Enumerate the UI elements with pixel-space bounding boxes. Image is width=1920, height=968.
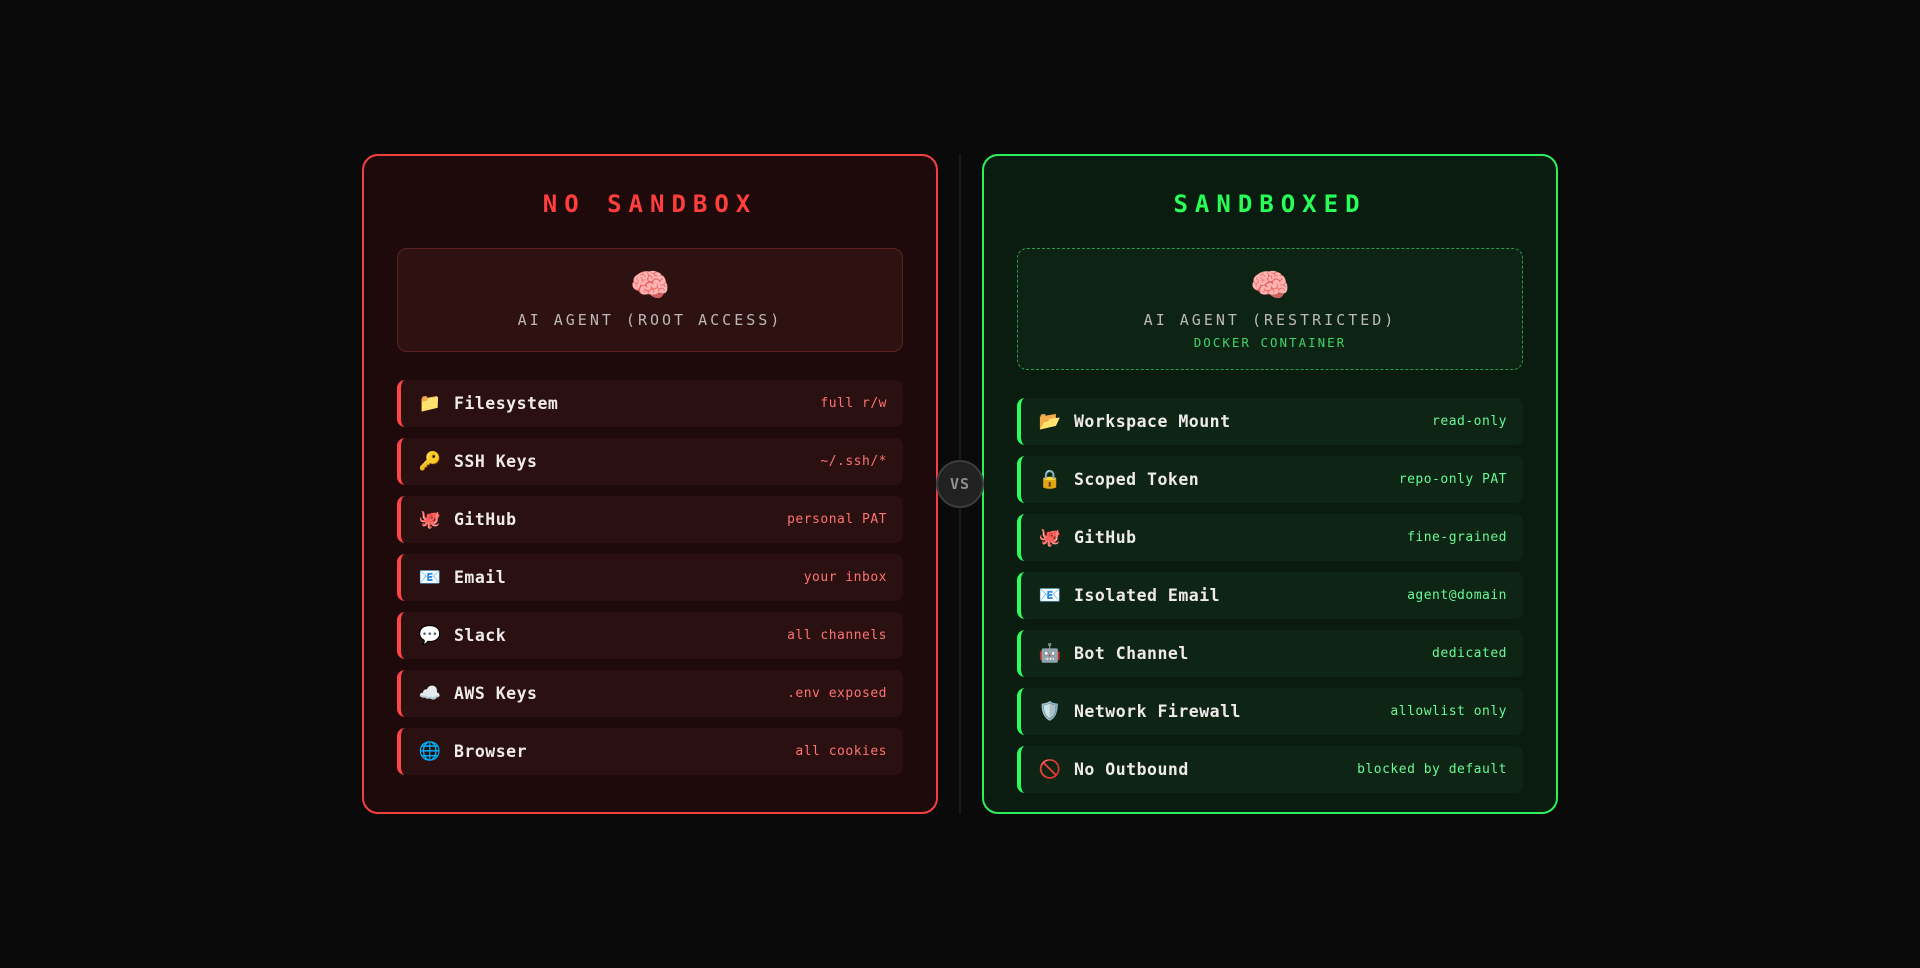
item-label: Isolated Email bbox=[1074, 586, 1221, 605]
list-item-no-outbound: 🚫 No Outbound blocked by default bbox=[1017, 746, 1523, 793]
cloud-icon: ☁️ bbox=[418, 683, 442, 704]
item-label: GitHub bbox=[454, 510, 517, 529]
item-label: GitHub bbox=[1074, 528, 1137, 547]
list-item-slack: 💬 Slack all channels bbox=[397, 612, 903, 659]
item-label: SSH Keys bbox=[454, 452, 538, 471]
octopus-github-icon: 🐙 bbox=[1038, 527, 1062, 548]
open-folder-icon: 📂 bbox=[1038, 411, 1062, 432]
email-icon: 📧 bbox=[1038, 585, 1062, 606]
item-label: Network Firewall bbox=[1074, 702, 1241, 721]
item-value: repo-only PAT bbox=[1398, 472, 1507, 487]
list-item-network-firewall: 🛡️ Network Firewall allowlist only bbox=[1017, 688, 1523, 735]
list-item-aws-keys: ☁️ AWS Keys .env exposed bbox=[397, 670, 903, 717]
panel-title-no-sandbox: NO SANDBOX bbox=[542, 190, 758, 218]
globe-icon: 🌐 bbox=[418, 741, 442, 762]
list-item-ssh-keys: 🔑 SSH Keys ~/.ssh/* bbox=[397, 438, 903, 485]
lock-icon: 🔒 bbox=[1038, 469, 1062, 490]
item-value: dedicated bbox=[1432, 646, 1507, 661]
docker-container-label: DOCKER CONTAINER bbox=[1193, 335, 1347, 350]
folder-icon: 📁 bbox=[418, 393, 442, 414]
item-value: all channels bbox=[787, 628, 887, 643]
octopus-github-icon: 🐙 bbox=[418, 509, 442, 530]
no-sandbox-item-list: 📁 Filesystem full r/w 🔑 SSH Keys ~/.ssh/… bbox=[397, 380, 903, 775]
item-value: agent@domain bbox=[1407, 588, 1507, 603]
sandboxed-item-list: 📂 Workspace Mount read-only 🔒 Scoped Tok… bbox=[1017, 398, 1523, 793]
item-value: blocked by default bbox=[1357, 762, 1507, 777]
email-icon: 📧 bbox=[418, 567, 442, 588]
item-value: ~/.ssh/* bbox=[820, 454, 887, 469]
item-value: read-only bbox=[1432, 414, 1507, 429]
list-item-filesystem: 📁 Filesystem full r/w bbox=[397, 380, 903, 427]
panel-title-sandboxed: SANDBOXED bbox=[1173, 190, 1367, 218]
item-value: personal PAT bbox=[787, 512, 887, 527]
vs-badge: VS bbox=[936, 460, 984, 508]
item-label: AWS Keys bbox=[454, 684, 538, 703]
agent-name: AI AGENT (ROOT ACCESS) bbox=[517, 311, 783, 329]
list-item-github: 🐙 GitHub personal PAT bbox=[397, 496, 903, 543]
list-item-bot-channel: 🤖 Bot Channel dedicated bbox=[1017, 630, 1523, 677]
item-value: your inbox bbox=[803, 570, 887, 585]
agent-box-root-access: 🧠 AI AGENT (ROOT ACCESS) bbox=[397, 248, 903, 352]
item-value: fine-grained bbox=[1407, 530, 1507, 545]
list-item-browser: 🌐 Browser all cookies bbox=[397, 728, 903, 775]
item-label: Email bbox=[454, 568, 507, 587]
item-label: Browser bbox=[454, 742, 528, 761]
list-item-isolated-email: 📧 Isolated Email agent@domain bbox=[1017, 572, 1523, 619]
brain-icon: 🧠 bbox=[1250, 266, 1290, 304]
list-item-workspace-mount: 📂 Workspace Mount read-only bbox=[1017, 398, 1523, 445]
brain-icon: 🧠 bbox=[630, 266, 670, 304]
item-value: .env exposed bbox=[787, 686, 887, 701]
panel-sandboxed: SANDBOXED 🧠 AI AGENT (RESTRICTED) DOCKER… bbox=[982, 154, 1558, 814]
list-item-github: 🐙 GitHub fine-grained bbox=[1017, 514, 1523, 561]
item-label: Filesystem bbox=[454, 394, 559, 413]
speech-balloon-icon: 💬 bbox=[418, 625, 442, 646]
key-icon: 🔑 bbox=[418, 451, 442, 472]
item-label: Slack bbox=[454, 626, 507, 645]
item-value: allowlist only bbox=[1390, 704, 1507, 719]
agent-name: AI AGENT (RESTRICTED) bbox=[1143, 311, 1397, 329]
list-item-email: 📧 Email your inbox bbox=[397, 554, 903, 601]
robot-icon: 🤖 bbox=[1038, 643, 1062, 664]
list-item-scoped-token: 🔒 Scoped Token repo-only PAT bbox=[1017, 456, 1523, 503]
sandbox-comparison: VS NO SANDBOX 🧠 AI AGENT (ROOT ACCESS) 📁… bbox=[362, 154, 1558, 814]
item-label: Bot Channel bbox=[1074, 644, 1189, 663]
agent-box-restricted: 🧠 AI AGENT (RESTRICTED) DOCKER CONTAINER bbox=[1017, 248, 1523, 370]
shield-icon: 🛡️ bbox=[1038, 701, 1062, 722]
item-value: all cookies bbox=[795, 744, 887, 759]
item-label: No Outbound bbox=[1074, 760, 1189, 779]
item-label: Scoped Token bbox=[1074, 470, 1200, 489]
prohibited-icon: 🚫 bbox=[1038, 759, 1062, 780]
item-value: full r/w bbox=[820, 396, 887, 411]
panel-no-sandbox: NO SANDBOX 🧠 AI AGENT (ROOT ACCESS) 📁 Fi… bbox=[362, 154, 938, 814]
item-label: Workspace Mount bbox=[1074, 412, 1231, 431]
